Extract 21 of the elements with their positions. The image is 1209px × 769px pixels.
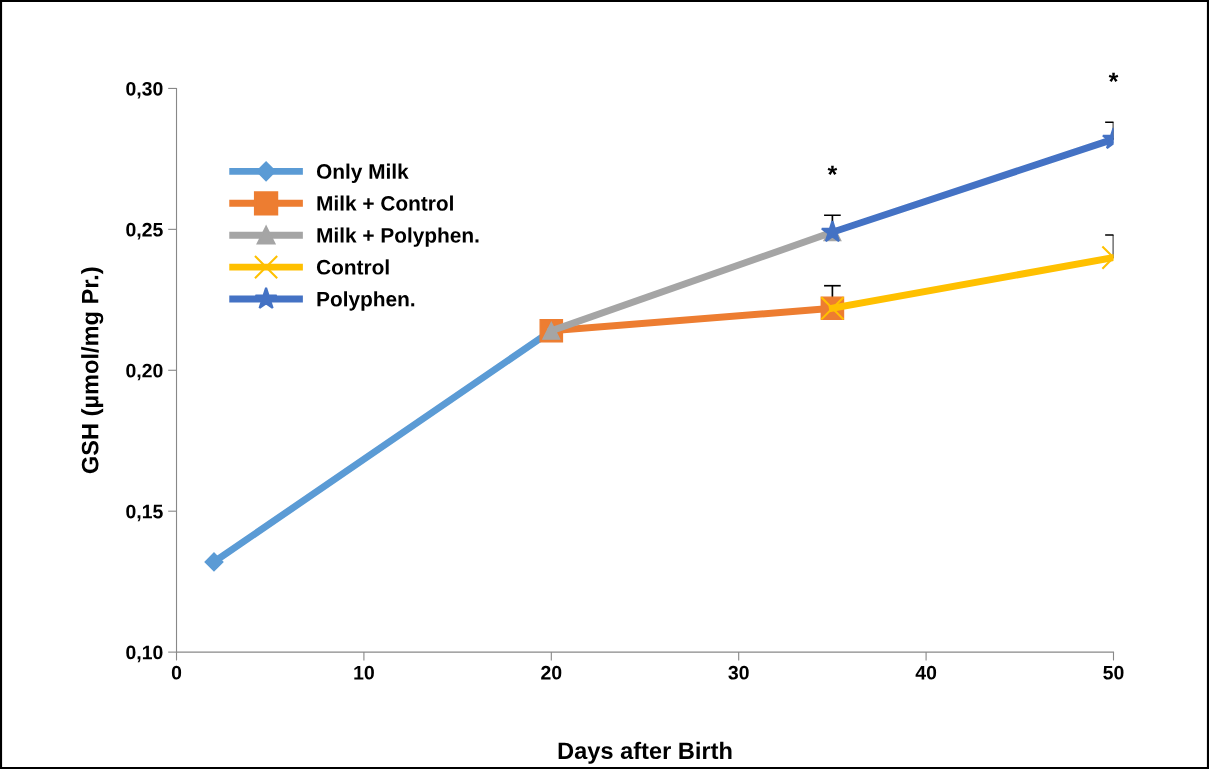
legend-label: Milk + Control (317, 195, 453, 211)
y-axis-title: GSH (µmol/mg Pr.) (81, 267, 104, 474)
data-label: * (827, 165, 838, 175)
legend-label: Polyphen. (317, 291, 415, 311)
y-tick-label: 0,20 (126, 363, 163, 381)
legend-label: Milk + Polyphen. (317, 227, 479, 247)
point (204, 552, 224, 572)
x-tick-label: 40 (915, 665, 937, 680)
x-tick-label: 50 (1103, 665, 1124, 680)
y-tick-label: 0,15 (126, 504, 163, 522)
x-tick-label: 10 (354, 665, 374, 680)
y-tick-label: 0,30 (126, 81, 163, 99)
x-axis-title: Days after Birth (558, 741, 732, 764)
x-tick-label: 20 (541, 665, 562, 680)
x-tick-label: 0 (171, 665, 182, 680)
legend-label: Only Milk (316, 163, 409, 183)
x-tick-label: 30 (728, 665, 749, 680)
legend-label: Control (316, 259, 389, 275)
y-tick-label: 0,25 (126, 222, 163, 240)
y-tick-label: 0,10 (126, 645, 163, 663)
data-label: * (1108, 72, 1119, 82)
